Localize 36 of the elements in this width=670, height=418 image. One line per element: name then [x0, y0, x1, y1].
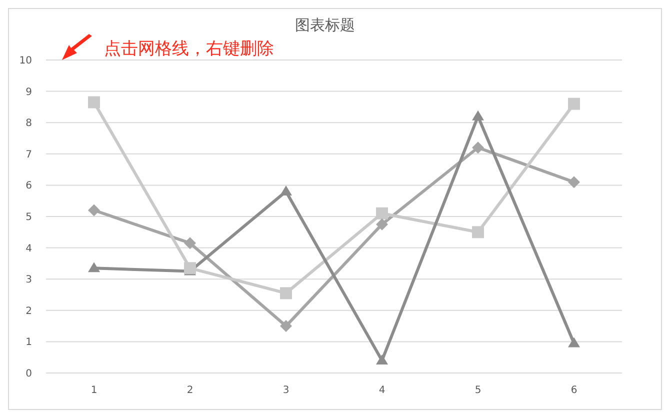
point — [376, 354, 388, 364]
point — [472, 110, 484, 120]
point — [184, 237, 196, 250]
y-tick-label: 4 — [26, 243, 32, 254]
x-tick-label: 6 — [570, 385, 578, 396]
point — [568, 176, 580, 188]
y-tick-label: 6 — [26, 180, 32, 192]
point — [88, 262, 100, 272]
point — [568, 337, 580, 348]
y-tick-label: 10 — [19, 56, 32, 66]
chart-title: 图表标题 — [295, 16, 355, 34]
point — [280, 320, 292, 332]
x-tick-label: 3 — [282, 385, 290, 396]
point — [376, 207, 388, 220]
x-tick-label: 2 — [186, 385, 194, 396]
point — [280, 287, 292, 300]
point — [280, 185, 292, 196]
point — [88, 96, 100, 108]
text: 点击网格线，右键删除 — [104, 39, 274, 59]
point — [88, 204, 100, 216]
y-tick-label: 8 — [26, 118, 32, 130]
y-tick-label: 7 — [26, 149, 32, 160]
y-tick-label: 1 — [26, 337, 32, 348]
y-tick-label: 9 — [26, 86, 32, 98]
point — [376, 218, 388, 230]
x-tick-label: 5 — [474, 385, 482, 396]
y-tick-label: 2 — [26, 306, 32, 317]
y-tick-label: 0 — [26, 368, 32, 380]
point — [184, 262, 196, 274]
x-tick-label: 4 — [378, 385, 386, 396]
point — [568, 98, 580, 110]
point — [472, 226, 484, 238]
point — [472, 142, 484, 154]
x-tick-label: 1 — [90, 385, 98, 396]
y-tick-label: 5 — [26, 212, 32, 223]
y-tick-label: 3 — [26, 274, 32, 286]
